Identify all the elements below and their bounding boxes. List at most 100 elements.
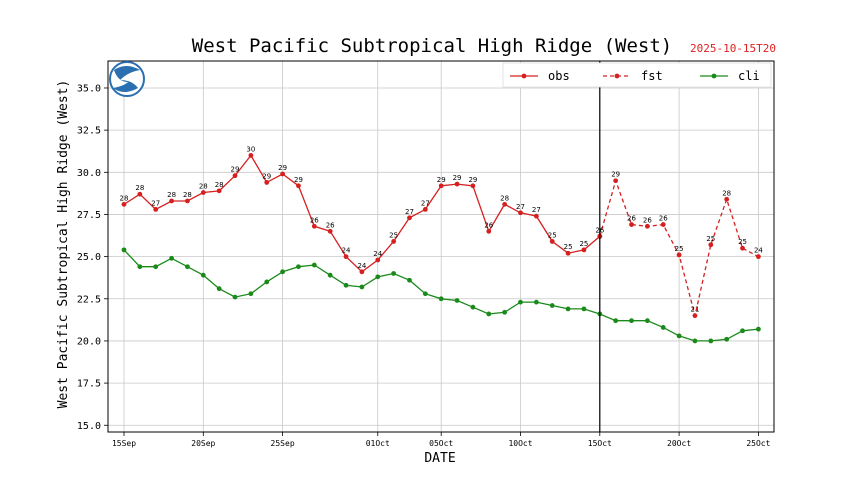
plot-frame xyxy=(107,60,775,433)
data-label-fst: 21 xyxy=(690,306,699,314)
data-point-fst xyxy=(629,222,634,227)
legend-marker-fst xyxy=(614,73,620,79)
data-point-cli xyxy=(629,318,634,324)
data-point-obs xyxy=(264,180,270,185)
data-label-fst: 24 xyxy=(754,247,763,255)
data-point-obs xyxy=(296,183,301,189)
data-point-obs xyxy=(549,239,555,244)
data-point-cli xyxy=(581,306,587,312)
x-tick-label: 25Oct xyxy=(746,439,770,448)
data-label-obs: 27 xyxy=(532,206,541,214)
data-label-obs: 25 xyxy=(389,231,398,239)
data-point-cli xyxy=(137,264,143,270)
y-tick-label: 30.0 xyxy=(77,168,101,179)
data-point-cli xyxy=(280,269,285,275)
data-point-obs xyxy=(280,171,285,177)
data-label-obs: 28 xyxy=(135,184,144,192)
data-label-obs: 26 xyxy=(326,221,335,229)
y-tick-label: 32.5 xyxy=(77,126,101,137)
x-tick-label: 10Oct xyxy=(508,439,532,448)
data-point-obs xyxy=(502,201,508,207)
axes: 15.0 17.5 20.0 22.5 25.0 27.5 30.0 32.5 35.0 15Se… xyxy=(77,60,775,448)
y-tick-label: 22.5 xyxy=(77,294,101,305)
data-point-obs xyxy=(454,181,460,187)
data-point-cli xyxy=(359,284,365,290)
data-point-cli xyxy=(438,296,444,302)
data-point-fst xyxy=(708,242,714,248)
data-label-obs: 28 xyxy=(199,183,208,191)
data-point-cli xyxy=(502,309,508,315)
series-layer xyxy=(121,153,761,344)
data-point-obs xyxy=(200,190,206,195)
grid xyxy=(108,61,774,432)
data-point-obs xyxy=(422,207,428,212)
data-point-obs xyxy=(533,213,539,219)
data-point-obs xyxy=(359,269,365,275)
data-point-cli xyxy=(422,291,428,297)
data-label-obs: 29 xyxy=(278,164,287,172)
data-point-cli xyxy=(153,264,159,270)
data-point-cli xyxy=(565,306,571,312)
data-point-fst xyxy=(692,313,698,319)
data-point-obs xyxy=(327,228,333,234)
data-point-fst xyxy=(724,196,730,202)
data-label-obs: 26 xyxy=(484,221,493,229)
data-point-cli xyxy=(296,264,301,270)
legend-label-cli: cli xyxy=(738,69,760,83)
y-tick-label: 25.0 xyxy=(77,252,101,263)
data-point-cli xyxy=(660,325,666,330)
series-line-obs xyxy=(123,154,601,273)
timestamp: 2025-10-15T20 xyxy=(690,42,776,55)
y-tick-label: 15.0 xyxy=(77,421,101,432)
data-point-cli xyxy=(518,299,523,305)
y-tick-label: 35.0 xyxy=(77,83,101,94)
x-tick-label: 20Oct xyxy=(667,439,691,448)
x-tick-label: 01Oct xyxy=(366,439,390,448)
data-point-cli xyxy=(343,282,349,288)
data-point-obs xyxy=(137,191,143,197)
data-point-obs xyxy=(407,215,412,221)
data-point-obs xyxy=(518,210,523,216)
data-point-cli xyxy=(391,271,397,276)
data-point-obs xyxy=(391,239,397,244)
data-point-obs xyxy=(169,198,174,204)
data-point-obs xyxy=(470,183,476,189)
x-tick-label: 05Oct xyxy=(429,439,453,448)
data-point-cli xyxy=(549,303,555,308)
data-point-cli xyxy=(740,328,745,334)
data-point-cli xyxy=(407,277,412,283)
y-axis-label: West Pacific Subtropical High Ridge (Wes… xyxy=(56,80,71,409)
data-point-cli xyxy=(185,264,190,270)
data-label-obs: 29 xyxy=(468,176,477,184)
data-label-obs: 25 xyxy=(579,240,588,248)
data-point-cli xyxy=(708,338,714,344)
data-label-obs: 27 xyxy=(516,203,525,211)
data-point-cli xyxy=(644,318,650,324)
legend-label-obs: obs xyxy=(548,69,570,83)
data-label-fst: 28 xyxy=(722,189,731,197)
y-tick-label: 27.5 xyxy=(77,210,101,221)
data-label-obs: 30 xyxy=(246,145,255,153)
data-point-cli xyxy=(454,298,460,303)
data-point-cli xyxy=(676,333,682,339)
data-point-obs xyxy=(438,183,444,189)
data-point-cli xyxy=(216,286,222,292)
data-label-obs: 27 xyxy=(405,208,414,216)
data-point-fst xyxy=(660,222,666,227)
data-point-fst xyxy=(613,178,619,184)
data-point-cli xyxy=(486,311,492,317)
data-point-cli xyxy=(692,338,698,344)
data-label-obs: 25 xyxy=(564,243,573,251)
data-point-cli xyxy=(232,294,238,300)
data-label-obs: 29 xyxy=(294,176,303,184)
data-label-obs: 29 xyxy=(262,172,271,180)
data-label-obs: 28 xyxy=(215,181,224,189)
chart-title: West Pacific Subtropical High Ridge (Wes… xyxy=(192,35,672,57)
data-point-obs xyxy=(216,188,222,194)
data-point-obs xyxy=(185,198,190,204)
data-label-obs: 29 xyxy=(231,166,240,174)
x-tick-label: 20Sep xyxy=(191,439,215,448)
data-label-obs: 29 xyxy=(437,176,446,184)
data-point-obs xyxy=(153,207,159,212)
data-point-cli xyxy=(613,318,619,324)
